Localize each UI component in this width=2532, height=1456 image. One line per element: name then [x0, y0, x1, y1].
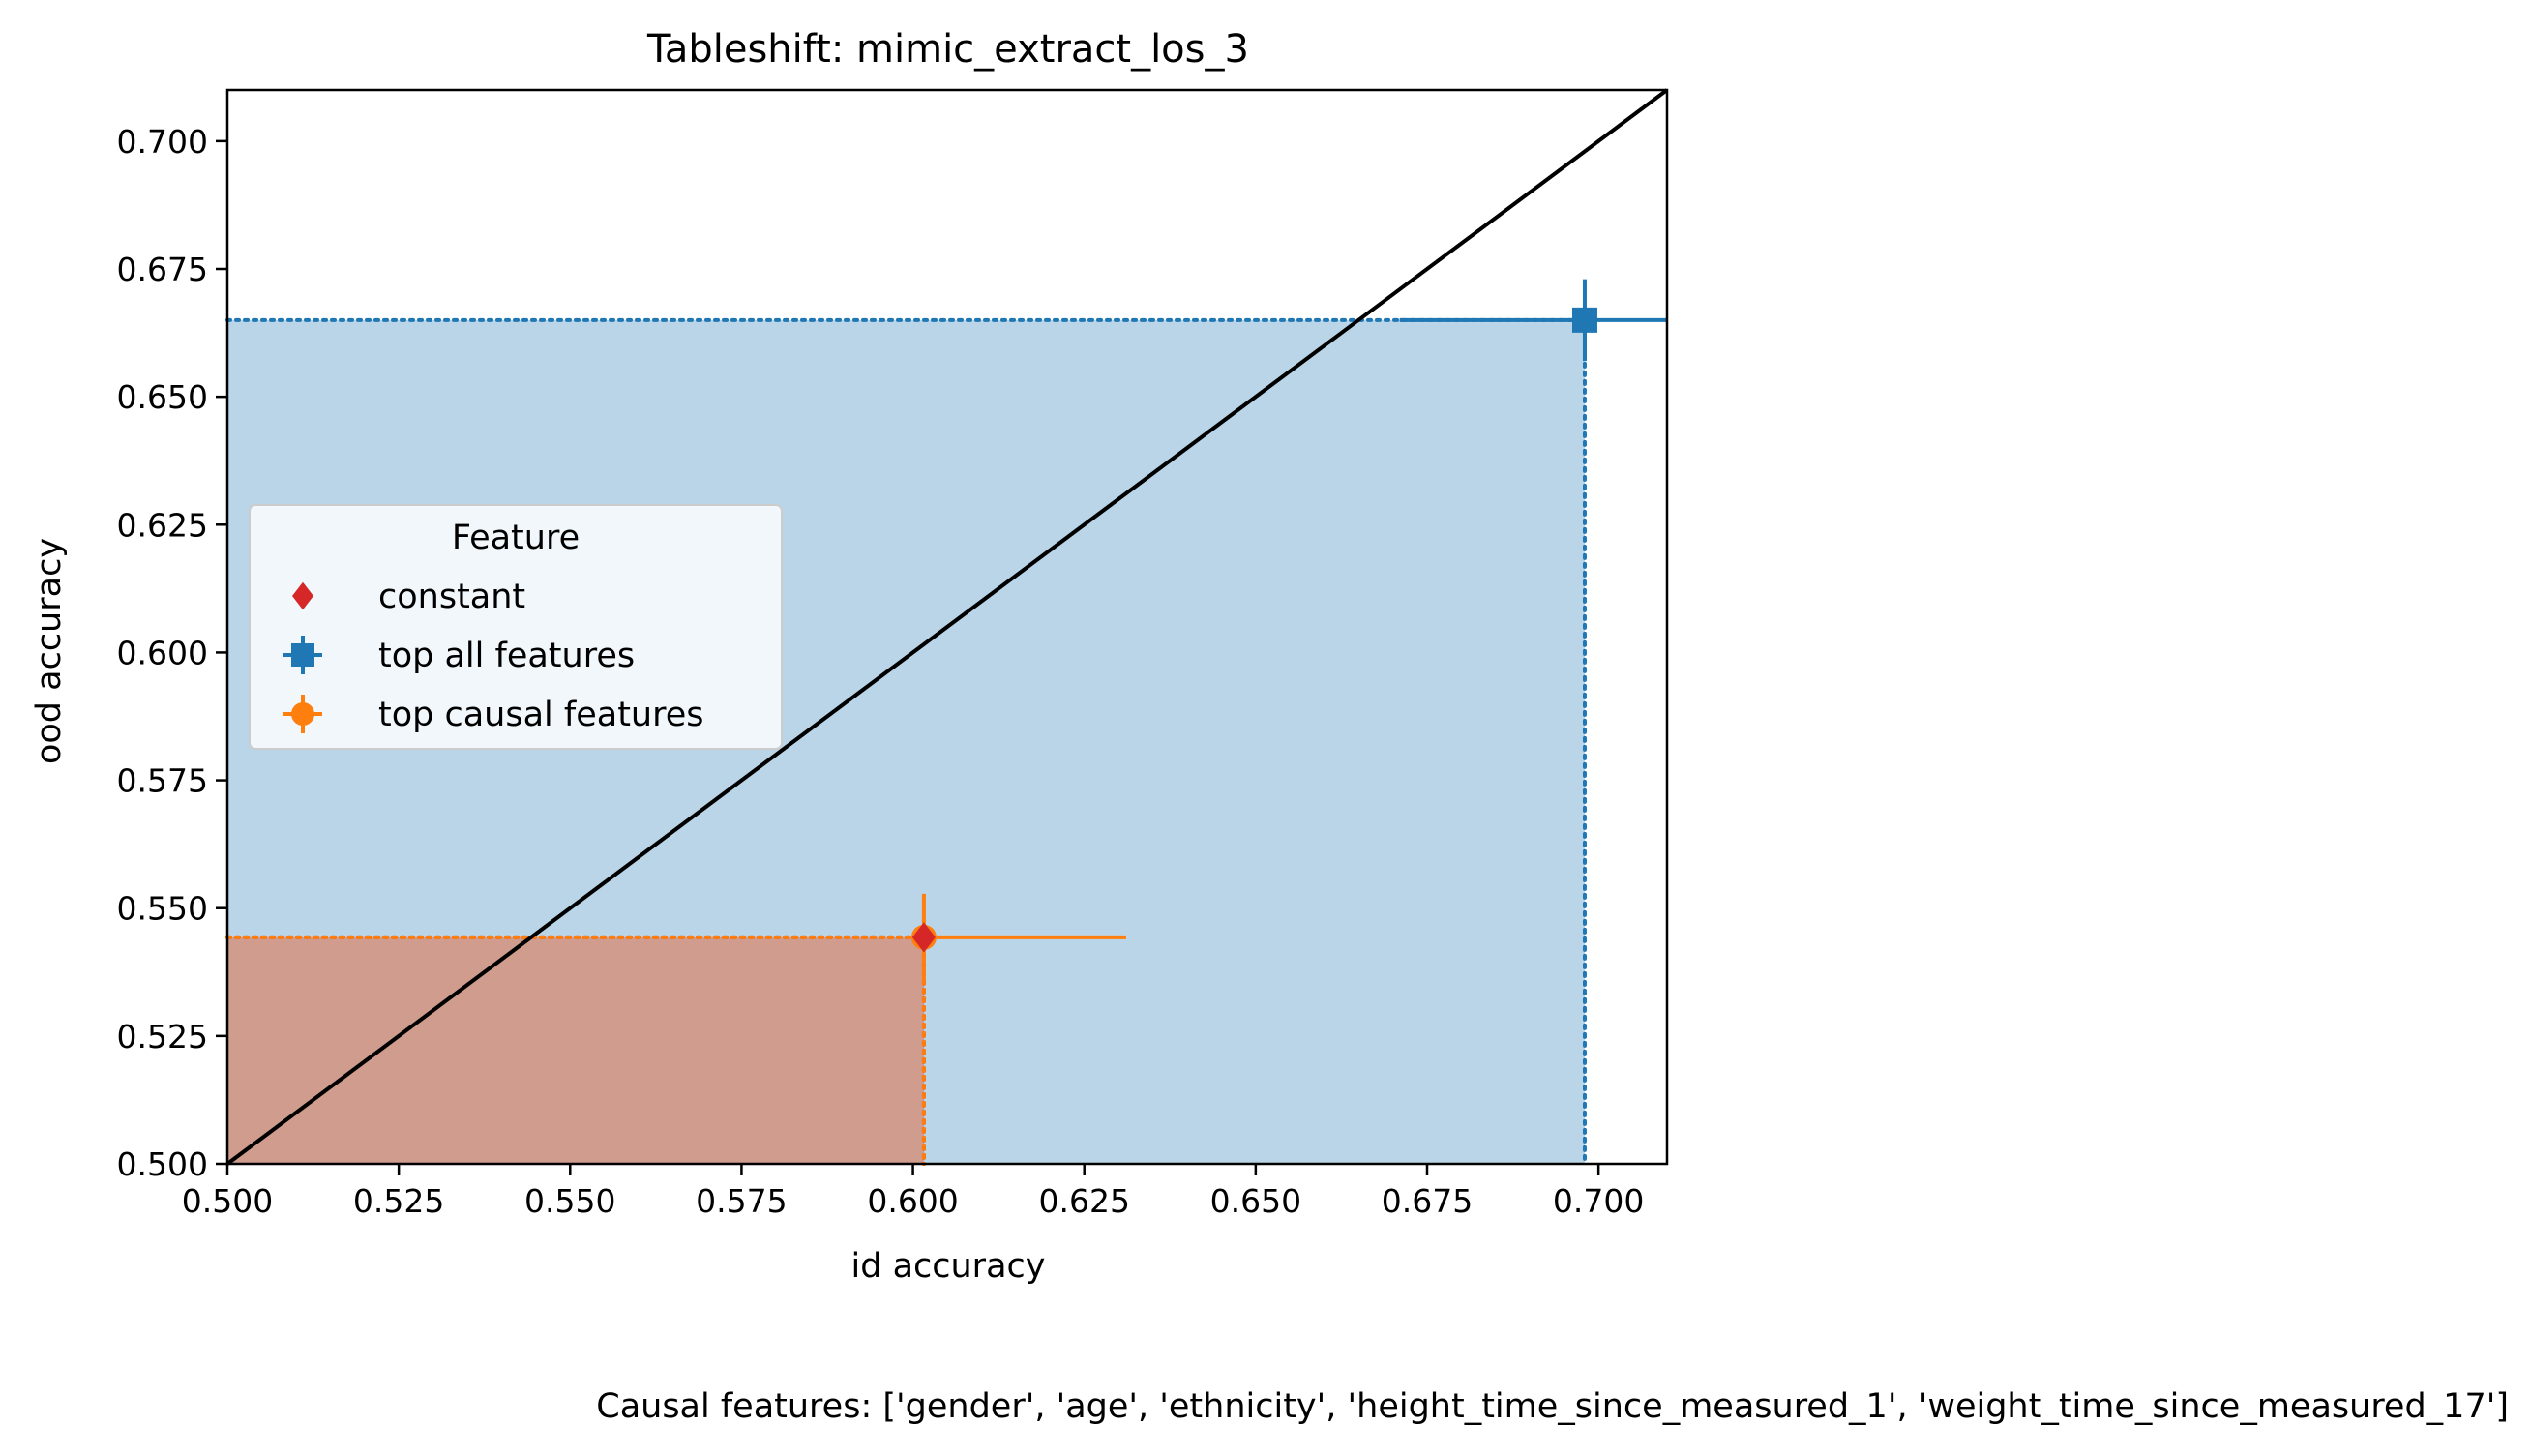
y-tick-label: 0.600: [117, 634, 208, 671]
chart-title: Tableshift: mimic_extract_los_3: [646, 27, 1249, 72]
y-axis: 0.500 0.525 0.550 0.575 0.600 0.625 0.650 0.675…: [117, 123, 227, 1183]
legend-label-top-all-features: top all features: [378, 637, 635, 675]
x-tick-label: 0.500: [182, 1182, 273, 1220]
x-axis-label: id accuracy: [851, 1247, 1046, 1286]
y-tick-label: 0.625: [117, 506, 208, 544]
legend-marker-top-causal-features: [291, 702, 314, 726]
point-top-all-features: [1571, 307, 1597, 333]
x-tick-label: 0.650: [1210, 1182, 1301, 1220]
data-points: [910, 279, 1667, 981]
y-tick-label: 0.550: [117, 890, 208, 928]
y-tick-label: 0.575: [117, 762, 208, 800]
legend-label-top-causal-features: top causal features: [378, 696, 703, 734]
x-tick-label: 0.600: [867, 1182, 958, 1220]
x-tick-label: 0.525: [353, 1182, 444, 1220]
legend-label-constant: constant: [378, 578, 525, 616]
y-tick-label: 0.675: [117, 251, 208, 288]
legend-marker-top-all-features: [291, 643, 314, 667]
y-axis-label: ood accuracy: [30, 538, 69, 764]
plot-frame: [225, 88, 1669, 1166]
y-tick-label: 0.500: [117, 1145, 208, 1183]
diagonal-line: [225, 88, 1669, 1166]
legend: Feature constant top all features top causa…: [249, 504, 783, 750]
x-tick-label: 0.575: [696, 1182, 787, 1220]
x-tick-label: 0.700: [1553, 1182, 1644, 1220]
y-tick-label: 0.650: [117, 378, 208, 416]
legend-box: [249, 504, 783, 750]
footnote: Causal features: ['gender', 'age', 'ethn…: [596, 1387, 2509, 1426]
x-axis: 0.500 0.525 0.550 0.575 0.600 0.625 0.650 0.675…: [182, 1164, 1644, 1220]
y-tick-label: 0.700: [117, 123, 208, 161]
x-tick-label: 0.550: [524, 1182, 615, 1220]
y-tick-label: 0.525: [117, 1018, 208, 1055]
x-tick-label: 0.625: [1038, 1182, 1129, 1220]
region-top-causal-features: [227, 936, 924, 1164]
x-tick-label: 0.675: [1382, 1182, 1473, 1220]
point-constant: [911, 922, 936, 953]
region-constant: [227, 936, 924, 1164]
legend-marker-constant: [292, 581, 313, 610]
legend-title: Feature: [452, 519, 580, 557]
